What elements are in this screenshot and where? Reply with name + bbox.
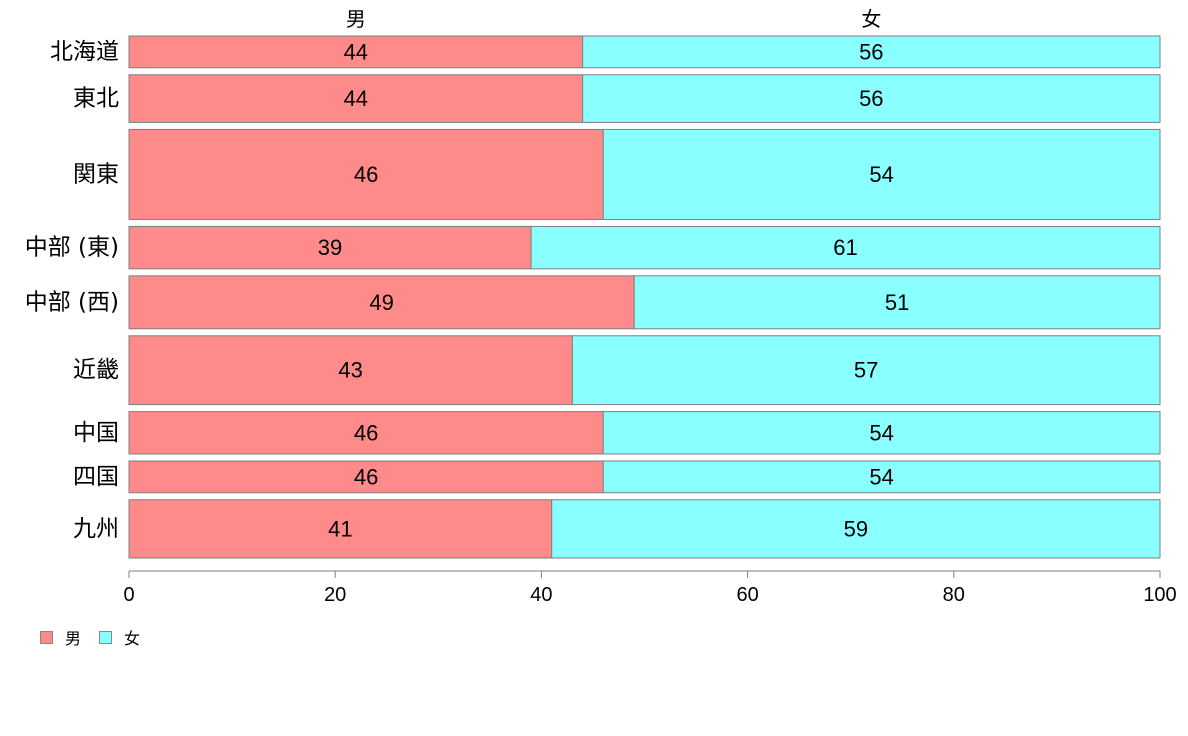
data-label-male: 39 bbox=[318, 235, 342, 260]
bar-male bbox=[128, 411, 604, 455]
category-label: 中部 (東) bbox=[25, 235, 119, 261]
data-label-male: 46 bbox=[354, 162, 378, 187]
data-label-female: 59 bbox=[844, 516, 868, 541]
bar-male bbox=[128, 499, 553, 559]
data-label-female: 56 bbox=[859, 86, 883, 111]
x-tick-label: 0 bbox=[123, 584, 134, 606]
bar-male bbox=[128, 275, 635, 330]
top-label-male: 男 bbox=[346, 7, 366, 31]
data-label-male: 46 bbox=[354, 464, 378, 489]
x-tick-label: 80 bbox=[943, 584, 965, 606]
legend: 男 女 bbox=[40, 625, 158, 649]
bar-male bbox=[128, 128, 604, 220]
data-label-female: 54 bbox=[869, 162, 893, 187]
category-label: 中部 (西) bbox=[25, 289, 119, 315]
legend-swatch-male bbox=[40, 630, 53, 644]
x-tick-label: 100 bbox=[1143, 584, 1176, 606]
bar-female bbox=[582, 74, 1161, 123]
data-label-male: 49 bbox=[369, 290, 393, 315]
data-label-male: 41 bbox=[328, 516, 352, 541]
bar-female bbox=[602, 411, 1161, 455]
x-tick-label: 40 bbox=[530, 584, 552, 606]
data-label-male: 46 bbox=[354, 420, 378, 445]
category-label: 関東 bbox=[73, 161, 119, 187]
data-label-female: 56 bbox=[859, 39, 883, 64]
x-tick-label: 20 bbox=[324, 584, 346, 606]
legend-item-male: 男 bbox=[40, 625, 81, 649]
category-label: 四国 bbox=[73, 464, 119, 490]
bar-female bbox=[602, 128, 1161, 220]
legend-label-male: 男 bbox=[65, 629, 82, 648]
bar-female bbox=[633, 275, 1161, 330]
data-label-male: 44 bbox=[344, 39, 368, 64]
data-label-female: 54 bbox=[869, 420, 893, 445]
data-label-female: 51 bbox=[885, 290, 909, 315]
category-label: 中国 bbox=[73, 420, 119, 446]
data-label-female: 61 bbox=[833, 235, 857, 260]
category-label: 近畿 bbox=[73, 357, 119, 383]
category-label: 九州 bbox=[73, 516, 119, 542]
category-label: 東北 bbox=[73, 86, 119, 112]
data-label-female: 54 bbox=[869, 464, 893, 489]
bar-male bbox=[128, 225, 532, 270]
legend-swatch-female bbox=[99, 630, 113, 644]
bar-female bbox=[602, 460, 1161, 494]
bar-female bbox=[571, 335, 1161, 406]
bar-male bbox=[128, 35, 584, 69]
bar-male bbox=[128, 74, 584, 123]
legend-item-female: 女 bbox=[99, 625, 140, 649]
top-label-female: 女 bbox=[861, 7, 881, 31]
data-label-female: 57 bbox=[854, 358, 878, 383]
category-label: 北海道 bbox=[50, 39, 119, 65]
data-label-male: 44 bbox=[344, 86, 368, 111]
bar-female bbox=[582, 35, 1161, 69]
legend-label-female: 女 bbox=[124, 629, 141, 648]
x-tick-label: 60 bbox=[736, 584, 758, 606]
data-label-male: 43 bbox=[338, 358, 362, 383]
bar-female bbox=[551, 499, 1161, 559]
bar-female bbox=[530, 225, 1161, 270]
